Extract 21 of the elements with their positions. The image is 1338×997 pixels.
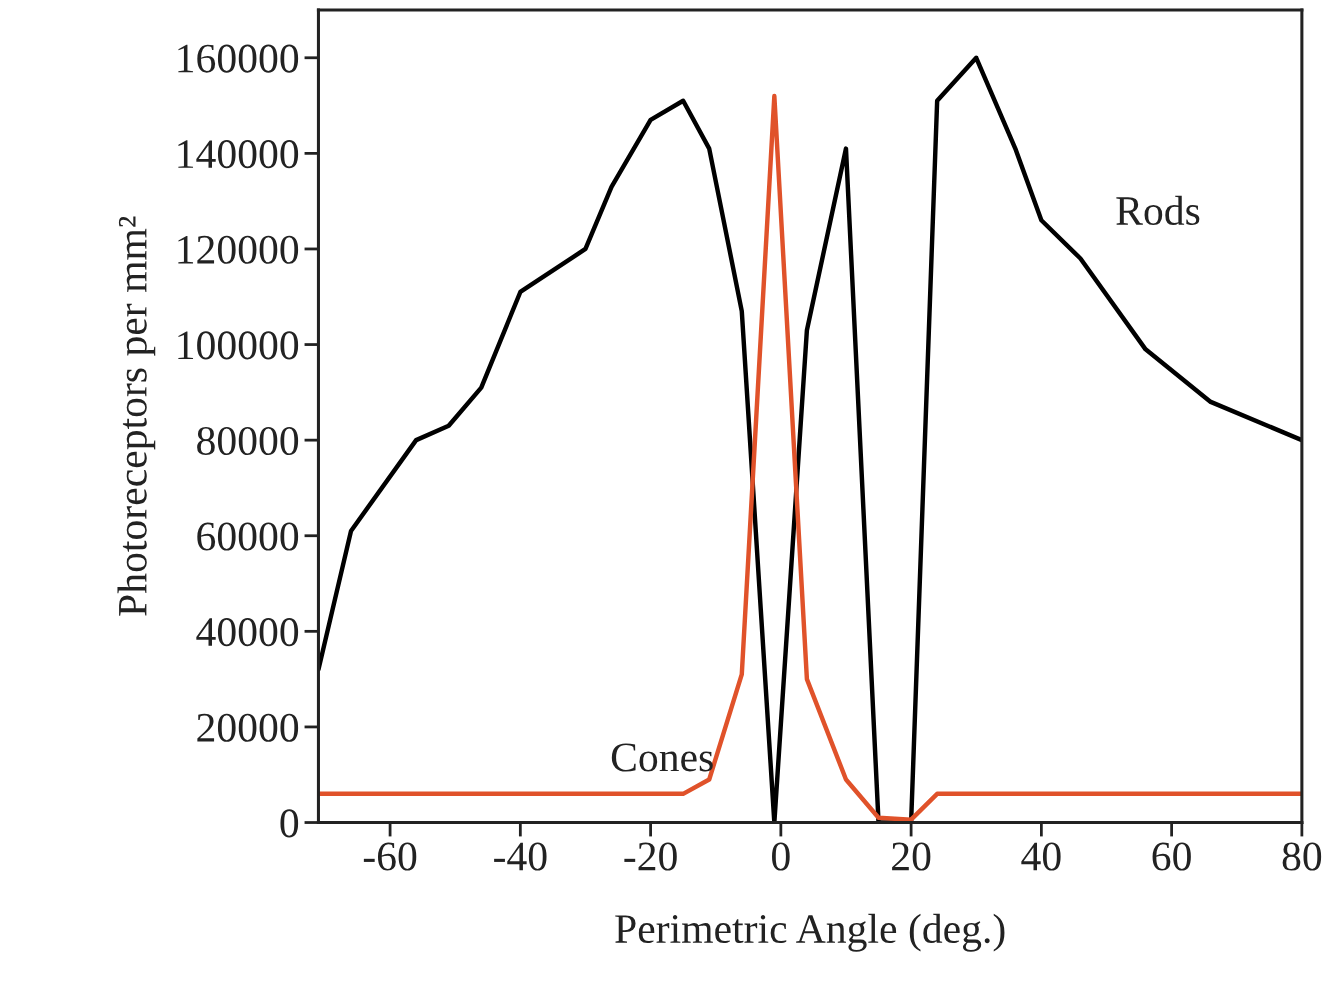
x-axis-title: Perimetric Angle (deg.) (615, 913, 1005, 952)
x-tick-label: -60 (363, 842, 417, 871)
y-tick-label: 40000 (196, 618, 299, 647)
y-tick-label: 120000 (178, 235, 299, 264)
y-tick-label: 140000 (178, 140, 299, 169)
x-tick-label: -20 (624, 842, 677, 871)
x-tick-label: 0 (772, 842, 790, 871)
series-label: Cones (611, 743, 713, 772)
y-tick-label: 80000 (197, 426, 299, 456)
x-tick-label: 40 (1021, 842, 1061, 871)
series-label: Rods (1116, 195, 1200, 226)
y-tick-label: 0 (280, 809, 299, 838)
y-tick-label: 100000 (178, 331, 299, 360)
x-tick-label: 80 (1282, 842, 1322, 871)
x-tick-label: 20 (892, 842, 931, 871)
y-axis-title: Photoreceptors per mm² (117, 216, 156, 616)
x-tick-label: -40 (494, 842, 547, 871)
y-tick-label: 160000 (178, 44, 299, 73)
x-tick-label: 60 (1152, 842, 1191, 871)
y-tick-label: 20000 (197, 713, 299, 742)
y-tick-label: 60000 (197, 522, 299, 551)
